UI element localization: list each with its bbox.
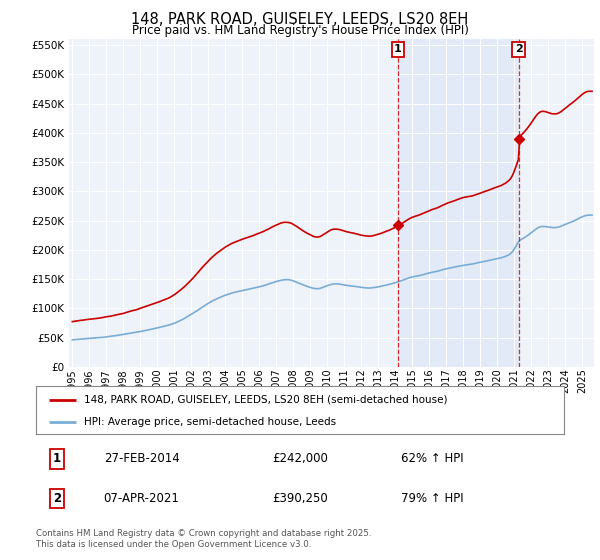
Text: 1: 1	[394, 44, 402, 54]
Text: 2: 2	[53, 492, 61, 505]
Text: £390,250: £390,250	[272, 492, 328, 505]
Text: Price paid vs. HM Land Registry's House Price Index (HPI): Price paid vs. HM Land Registry's House …	[131, 24, 469, 37]
Text: 79% ↑ HPI: 79% ↑ HPI	[401, 492, 463, 505]
Text: 2: 2	[515, 44, 523, 54]
Text: 27-FEB-2014: 27-FEB-2014	[104, 452, 179, 465]
Text: 62% ↑ HPI: 62% ↑ HPI	[401, 452, 463, 465]
Text: HPI: Average price, semi-detached house, Leeds: HPI: Average price, semi-detached house,…	[83, 417, 335, 427]
Text: 148, PARK ROAD, GUISELEY, LEEDS, LS20 8EH (semi-detached house): 148, PARK ROAD, GUISELEY, LEEDS, LS20 8E…	[83, 395, 447, 405]
Text: 1: 1	[53, 452, 61, 465]
Text: 148, PARK ROAD, GUISELEY, LEEDS, LS20 8EH: 148, PARK ROAD, GUISELEY, LEEDS, LS20 8E…	[131, 12, 469, 27]
Bar	[398, 39, 519, 367]
Text: Contains HM Land Registry data © Crown copyright and database right 2025.
This d: Contains HM Land Registry data © Crown c…	[36, 529, 371, 549]
Text: 07-APR-2021: 07-APR-2021	[104, 492, 179, 505]
Text: £242,000: £242,000	[272, 452, 328, 465]
